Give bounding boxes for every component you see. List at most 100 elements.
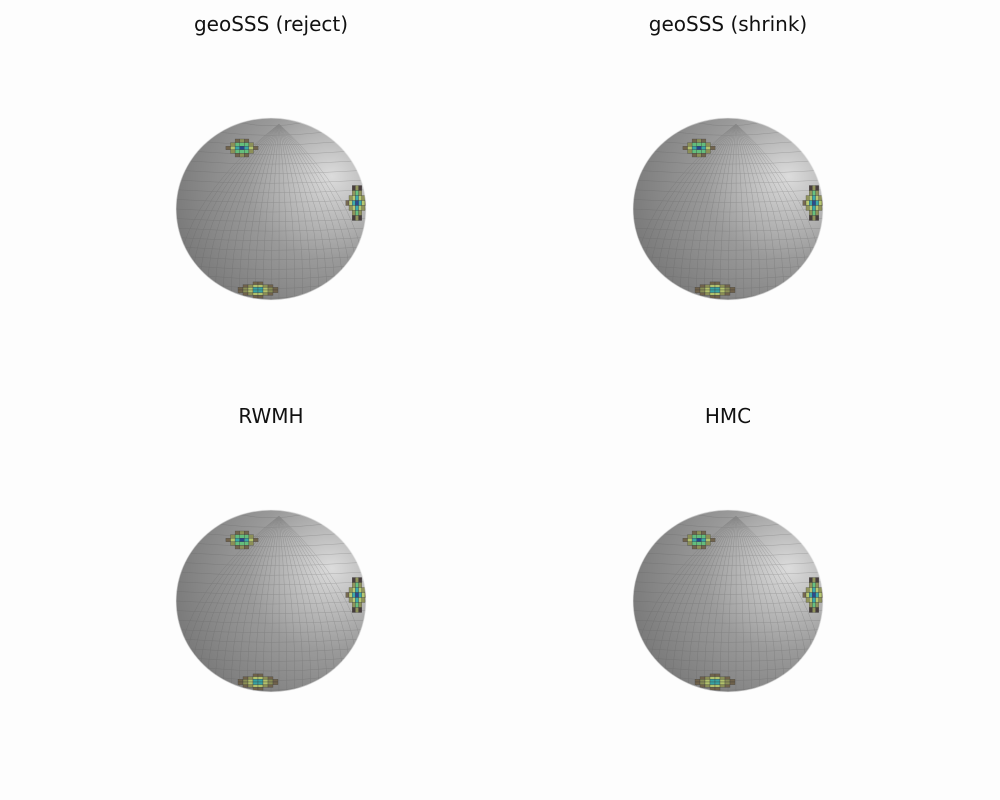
density-cell (239, 146, 245, 150)
density-cell (699, 292, 706, 296)
density-cell (809, 602, 813, 608)
density-cell (252, 684, 259, 688)
sphere-body (633, 118, 823, 300)
density-cell (815, 215, 819, 221)
sphere-mesh (176, 122, 366, 300)
density-cell (682, 146, 688, 150)
density-cell (237, 289, 244, 293)
density-cell (709, 287, 716, 291)
density-cell (719, 287, 726, 291)
sphere-rim (175, 509, 367, 693)
density-cell (252, 284, 259, 288)
density-cell (244, 538, 250, 542)
density-mode-bottom (237, 673, 279, 691)
density-cell (267, 289, 274, 293)
density-cell (699, 684, 706, 688)
density-cell (352, 582, 356, 588)
density-cell (247, 679, 254, 683)
density-cell (812, 200, 816, 206)
density-modes (225, 530, 366, 691)
density-cell (257, 284, 264, 288)
density-cell (729, 679, 736, 683)
density-cell (355, 215, 359, 221)
density-cell (358, 607, 362, 613)
density-cell (252, 292, 259, 296)
density-cell (345, 200, 350, 206)
density-cell (252, 679, 259, 683)
density-cell (355, 195, 359, 201)
density-cell (809, 205, 813, 211)
density-cell (704, 287, 711, 291)
density-cell (682, 538, 688, 542)
density-cell (257, 684, 264, 688)
density-cell (691, 153, 697, 158)
density-cell (812, 577, 816, 583)
density-cell (358, 602, 362, 608)
density-cell (809, 587, 813, 593)
density-cell (696, 538, 702, 542)
density-cell (348, 592, 353, 598)
density-cell (252, 676, 259, 680)
density-mode-upper-left (682, 138, 716, 158)
density-cell (257, 673, 264, 677)
density-cell (267, 679, 274, 683)
density-cell (244, 530, 250, 535)
density-cell (225, 538, 231, 542)
density-cell (352, 195, 356, 201)
density-cell (815, 190, 819, 196)
density-cell (691, 541, 697, 546)
density-cell (714, 681, 721, 685)
density-cell (257, 687, 264, 691)
density-cell (247, 684, 254, 688)
density-cell (802, 592, 807, 598)
density-cell (244, 534, 250, 539)
density-cell (252, 687, 259, 691)
density-cell (701, 142, 707, 147)
density-cell (361, 597, 366, 603)
density-cell (358, 582, 362, 588)
density-mode-right (345, 185, 366, 221)
density-cell (812, 597, 816, 603)
density-modes (682, 530, 823, 691)
density-cell (257, 679, 264, 683)
density-cell (691, 149, 697, 154)
density-cell (812, 185, 816, 191)
density-cell (704, 681, 711, 685)
sphere-body (633, 510, 823, 692)
density-cell (805, 200, 810, 206)
density-cell (696, 149, 702, 154)
density-cell (247, 287, 254, 291)
density-cell (815, 587, 819, 593)
density-cell (714, 284, 721, 288)
density-cell (355, 592, 359, 598)
density-mode-bottom (694, 281, 736, 299)
density-cell (809, 200, 813, 206)
density-cell (719, 684, 726, 688)
density-cell (252, 295, 259, 299)
density-cell (262, 284, 269, 288)
density-cell (358, 587, 362, 593)
sphere-surface-plot (632, 509, 824, 693)
density-cell (252, 673, 259, 677)
density-cell (696, 541, 702, 546)
density-cell (694, 681, 701, 685)
density-cell (247, 289, 254, 293)
density-cell (724, 676, 731, 680)
density-cell (242, 287, 249, 291)
density-cell (237, 681, 244, 685)
density-cell (709, 295, 716, 299)
density-cell (809, 607, 813, 613)
density-cell (809, 185, 813, 191)
density-cell (242, 679, 249, 683)
density-cell (262, 676, 269, 680)
density-cell (248, 146, 254, 150)
subplot-title: HMC (704, 404, 752, 428)
density-cell (694, 679, 701, 683)
density-cell (257, 681, 264, 685)
density-cell (247, 676, 254, 680)
density-cell (714, 673, 721, 677)
density-cell (812, 587, 816, 593)
density-cell (230, 538, 236, 542)
density-cell (714, 281, 721, 285)
density-mode-upper-left (682, 530, 716, 550)
